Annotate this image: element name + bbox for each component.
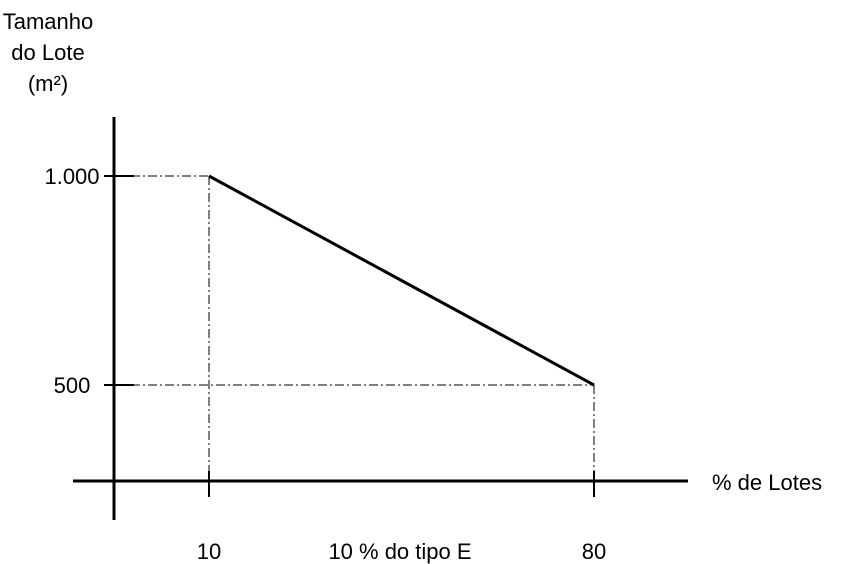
x-tick-label-10: 10 [197,539,221,564]
x-axis-title: % de Lotes [712,470,822,495]
chart-marks: 1.000 500 10 80 [44,164,606,564]
x-tick-label-80: 80 [582,539,606,564]
y-tick-label-500: 500 [54,373,91,398]
series-line [208,174,595,387]
y-axis-title-line-2: do Lote [11,40,84,65]
x-axis-annotation: 10 % do tipo E [328,539,471,564]
y-axis-title-line-1: Tamanho [3,9,94,34]
y-axis-title-line-3: (m²) [28,71,68,96]
y-tick-label-1000: 1.000 [44,164,99,189]
